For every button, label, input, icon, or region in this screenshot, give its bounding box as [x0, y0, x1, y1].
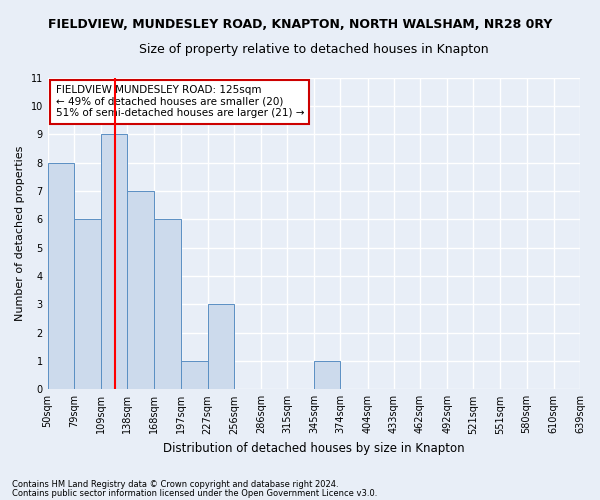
Text: FIELDVIEW MUNDESLEY ROAD: 125sqm
← 49% of detached houses are smaller (20)
51% o: FIELDVIEW MUNDESLEY ROAD: 125sqm ← 49% o…: [56, 86, 304, 118]
Bar: [314, 361, 340, 390]
Bar: [74, 219, 101, 390]
Y-axis label: Number of detached properties: Number of detached properties: [15, 146, 25, 321]
Title: Size of property relative to detached houses in Knapton: Size of property relative to detached ho…: [139, 42, 488, 56]
X-axis label: Distribution of detached houses by size in Knapton: Distribution of detached houses by size …: [163, 442, 464, 455]
Bar: [47, 162, 74, 390]
Bar: [101, 134, 127, 390]
Bar: [127, 191, 154, 390]
Bar: [208, 304, 234, 390]
Text: Contains public sector information licensed under the Open Government Licence v3: Contains public sector information licen…: [12, 488, 377, 498]
Text: Contains HM Land Registry data © Crown copyright and database right 2024.: Contains HM Land Registry data © Crown c…: [12, 480, 338, 489]
Bar: [181, 361, 208, 390]
Bar: [154, 219, 181, 390]
Text: FIELDVIEW, MUNDESLEY ROAD, KNAPTON, NORTH WALSHAM, NR28 0RY: FIELDVIEW, MUNDESLEY ROAD, KNAPTON, NORT…: [48, 18, 552, 30]
